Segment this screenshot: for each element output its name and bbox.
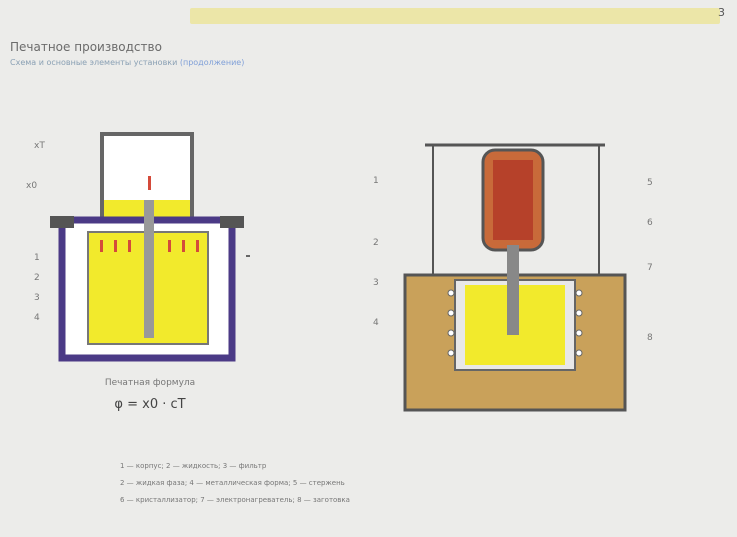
- right-apparatus-diagram: 1 2 3 4 5 6 7 8: [373, 143, 653, 412]
- lid-left: [50, 216, 74, 228]
- coil-turn: [575, 349, 583, 357]
- slide-subtitle: Схема и основные элементы установки (про…: [10, 58, 244, 67]
- center-rod: [144, 200, 154, 338]
- heat-mark: [182, 240, 185, 252]
- label-xt: xT: [34, 141, 45, 151]
- slide-title: Печатное производство: [10, 40, 162, 54]
- coil-turn: [447, 289, 455, 297]
- legend-line-1: 1 — корпус; 2 — жидкость; 3 — фильтр: [120, 462, 267, 470]
- label-r1: 1: [373, 176, 379, 186]
- label-r2: 2: [373, 238, 379, 248]
- label-4: 4: [34, 313, 40, 323]
- label-r7: 7: [647, 263, 653, 273]
- feed-rod: [507, 245, 519, 335]
- legend-line-2: 2 — жидкая фаза; 4 — металлическая форма…: [120, 479, 345, 487]
- slide-subtitle-link[interactable]: (продолжение): [179, 58, 245, 67]
- coil-turn: [575, 329, 583, 337]
- formula-caption: Печатная формула: [104, 378, 196, 388]
- label-3: 3: [34, 293, 40, 303]
- coil-turn: [575, 309, 583, 317]
- heat-mark: [114, 240, 117, 252]
- left-apparatus-diagram: xT x0 1 2 3 4: [26, 132, 250, 362]
- coil-turn: [447, 349, 455, 357]
- coil-turn: [447, 309, 455, 317]
- cartridge-core: [493, 160, 533, 240]
- formula: φ = x0 · cT: [114, 397, 186, 412]
- header-bar: [190, 8, 720, 24]
- heat-mark: [100, 240, 103, 252]
- label-r3: 3: [373, 278, 379, 288]
- label-r5: 5: [647, 178, 653, 188]
- coil-turn: [447, 329, 455, 337]
- page-number: 3: [718, 6, 725, 19]
- coil-turn: [575, 289, 583, 297]
- heat-mark: [168, 240, 171, 252]
- heat-mark: [128, 240, 131, 252]
- heat-mark: [148, 176, 151, 190]
- label-r8: 8: [647, 333, 653, 343]
- figure-legend: 1 — корпус; 2 — жидкость; 3 — фильтр 2 —…: [120, 458, 620, 509]
- label-1: 1: [34, 253, 40, 263]
- label-r4: 4: [373, 318, 379, 328]
- lid-right: [220, 216, 244, 228]
- slide-subtitle-text: Схема и основные элементы установки: [10, 58, 178, 67]
- heat-mark: [196, 240, 199, 252]
- label-2: 2: [34, 273, 40, 283]
- label-r6: 6: [647, 218, 653, 228]
- label-x0: x0: [26, 181, 37, 191]
- legend-line-3: 6 — кристаллизатор; 7 — электронагревате…: [120, 496, 350, 504]
